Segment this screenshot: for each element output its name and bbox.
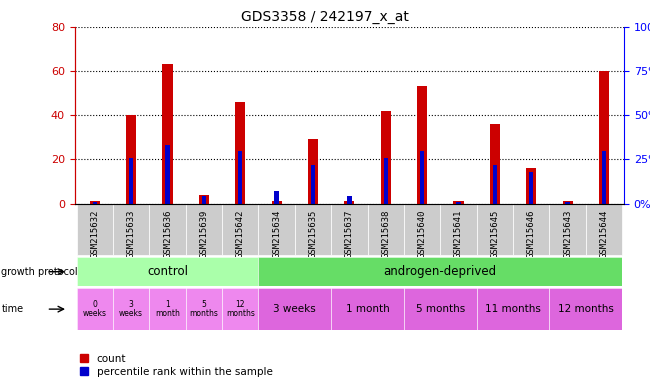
Bar	[311, 165, 315, 204]
Text: 11 months: 11 months	[485, 304, 541, 314]
Bar	[566, 202, 570, 204]
Text: 0
weeks: 0 weeks	[83, 300, 107, 318]
Bar	[90, 201, 100, 204]
Bar	[238, 151, 242, 204]
Bar	[529, 172, 534, 204]
Bar	[599, 71, 609, 204]
Bar	[162, 65, 173, 204]
Text: 1 month: 1 month	[346, 304, 389, 314]
Bar	[456, 202, 461, 204]
Bar	[199, 195, 209, 204]
Bar	[381, 111, 391, 204]
Bar	[562, 201, 573, 204]
Text: control: control	[147, 265, 188, 278]
Bar	[417, 86, 427, 204]
Text: 1
month: 1 month	[155, 300, 180, 318]
Bar	[235, 102, 245, 204]
Text: 5
months: 5 months	[189, 300, 218, 318]
Legend: count, percentile rank within the sample: count, percentile rank within the sample	[80, 354, 272, 377]
Text: 5 months: 5 months	[416, 304, 465, 314]
Bar	[308, 139, 318, 204]
Bar	[126, 115, 136, 204]
Text: growth protocol: growth protocol	[1, 266, 78, 277]
Bar	[526, 168, 536, 204]
Bar	[347, 197, 352, 204]
Bar	[202, 197, 206, 204]
Bar	[602, 151, 606, 204]
Bar	[493, 165, 497, 204]
Bar	[490, 124, 500, 204]
Text: time: time	[1, 304, 23, 314]
Bar	[272, 201, 281, 204]
Bar	[344, 201, 354, 204]
Text: GDS3358 / 242197_x_at: GDS3358 / 242197_x_at	[241, 10, 409, 23]
Bar	[420, 151, 424, 204]
Text: 12 months: 12 months	[558, 304, 614, 314]
Bar	[92, 202, 97, 204]
Bar	[274, 191, 279, 204]
Text: 3 weeks: 3 weeks	[274, 304, 316, 314]
Bar	[165, 145, 170, 204]
Text: 3
weeks: 3 weeks	[119, 300, 143, 318]
Text: androgen-deprived: androgen-deprived	[384, 265, 497, 278]
Text: 12
months: 12 months	[226, 300, 255, 318]
Bar	[384, 157, 388, 204]
Bar	[129, 157, 133, 204]
Bar	[454, 201, 463, 204]
